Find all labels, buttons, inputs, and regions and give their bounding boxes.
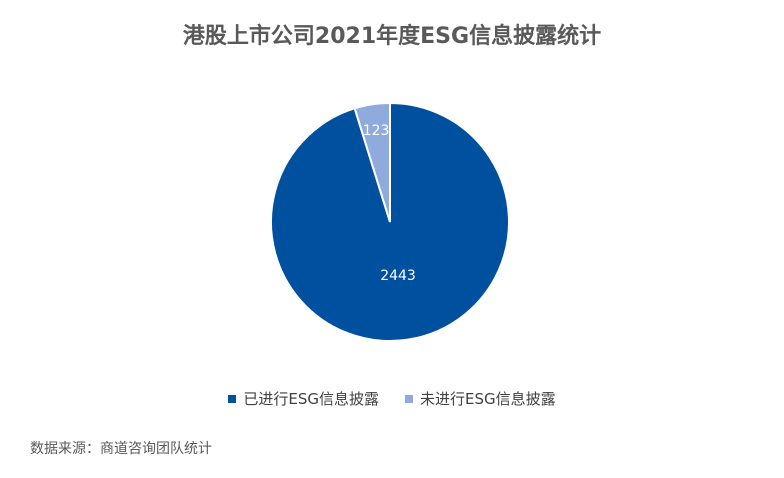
legend-item-not-disclosed: 未进行ESG信息披露 bbox=[405, 388, 556, 409]
legend: 已进行ESG信息披露 未进行ESG信息披露 bbox=[0, 388, 784, 409]
pie-slice-not-disclosed bbox=[353, 101, 391, 223]
legend-item-disclosed: 已进行ESG信息披露 bbox=[228, 388, 379, 409]
data-source-note: 数据来源：商道咨询团队统计 bbox=[30, 441, 212, 457]
legend-label-disclosed: 已进行ESG信息披露 bbox=[243, 390, 379, 408]
legend-swatch-not-disclosed bbox=[405, 394, 413, 403]
legend-label-not-disclosed: 未进行ESG信息披露 bbox=[420, 390, 556, 408]
chart-title: 港股上市公司2021年度ESG信息披露统计 bbox=[182, 24, 602, 49]
legend-swatch-disclosed bbox=[228, 394, 237, 403]
data-label-not-disclosed: 123 bbox=[363, 123, 390, 139]
data-label-disclosed: 2443 bbox=[380, 268, 416, 284]
pie-slice-disclosed bbox=[270, 101, 510, 342]
